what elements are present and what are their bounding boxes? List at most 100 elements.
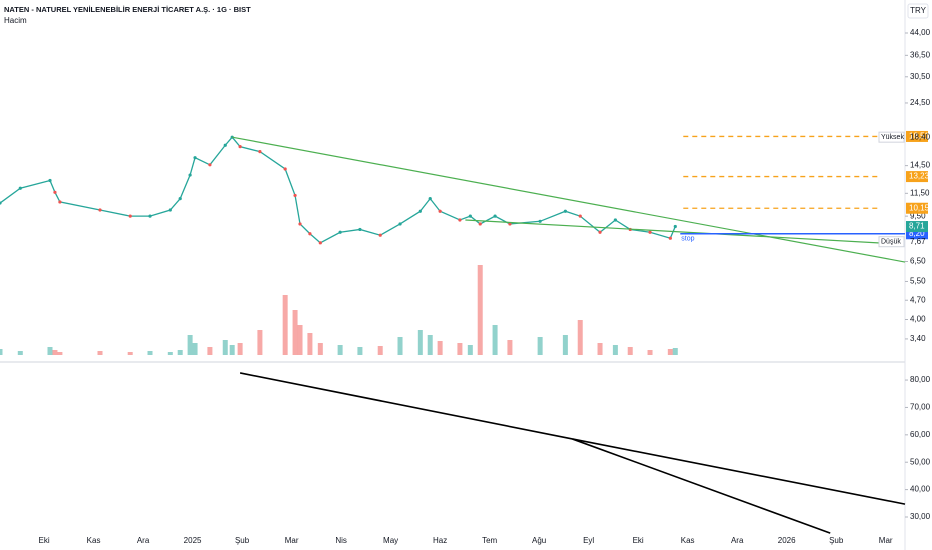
- price-point: [53, 190, 57, 194]
- price-point: [128, 214, 132, 218]
- y-tick-label: 30,00: [910, 512, 931, 521]
- price-point: [358, 227, 362, 232]
- price-badge: [906, 202, 928, 214]
- price-point: [48, 178, 52, 183]
- y-tick-label: 60,00: [910, 430, 931, 439]
- price-point: [208, 163, 212, 167]
- y-tick-label: 36,50: [910, 50, 931, 59]
- x-tick-label: 2026: [778, 536, 796, 545]
- volume-bar: [257, 330, 263, 355]
- indicator-label: Hacim: [4, 16, 27, 25]
- x-tick-label: Nis: [335, 536, 347, 545]
- volume-bar: [437, 341, 443, 355]
- volume-bar: [457, 343, 463, 355]
- price-point: [293, 193, 297, 198]
- volume-bar: [417, 330, 423, 355]
- volume-bar: [627, 347, 633, 355]
- price-point: [18, 186, 22, 190]
- price-point: [438, 209, 442, 213]
- stop-label: stop: [681, 236, 694, 243]
- x-tick-label: Ara: [731, 536, 744, 545]
- volume-bar: [297, 325, 303, 355]
- price-point: [298, 222, 302, 226]
- price-point: [223, 143, 227, 147]
- drawn-line: [572, 438, 831, 534]
- price-point: [578, 214, 582, 218]
- volume-bar: [47, 347, 53, 355]
- price-point: [598, 230, 602, 234]
- volume-bar: [187, 335, 193, 355]
- y-tick-label: 9,50: [910, 211, 926, 220]
- price-point: [168, 208, 172, 212]
- price-point: [673, 224, 677, 229]
- y-tick-label: 6,50: [910, 257, 926, 266]
- price-point: [508, 222, 512, 226]
- x-tick-label: Kas: [681, 536, 695, 545]
- price-point: [418, 209, 422, 213]
- volume-bar: [229, 345, 235, 355]
- price-point: [398, 222, 402, 226]
- x-tick-label: Eyl: [583, 536, 594, 545]
- price-point: [538, 219, 542, 223]
- y-tick-label: 44,00: [910, 28, 931, 37]
- y-tick-label: 24,50: [910, 98, 931, 107]
- price-point: [428, 197, 432, 201]
- volume-bar: [647, 350, 653, 355]
- price-point: [230, 135, 234, 139]
- y-tick-label: 14,50: [910, 161, 931, 170]
- high-label-value: 18,40: [910, 132, 931, 141]
- volume-bar: [237, 343, 243, 355]
- price-point: [238, 145, 242, 149]
- y-tick-label: 11,50: [910, 188, 930, 197]
- x-tick-label: Ağu: [532, 536, 546, 545]
- volume-bar: [17, 351, 23, 355]
- volume-bar: [0, 349, 3, 355]
- price-badge-label: 13,23: [909, 172, 930, 181]
- price-point: [178, 197, 182, 201]
- currency: TRY: [910, 6, 927, 15]
- drawn-line: [572, 438, 906, 505]
- x-tick-label: Ara: [137, 536, 150, 545]
- volume-bar: [222, 340, 228, 355]
- volume-bar: [57, 352, 63, 355]
- volume-bar: [207, 347, 213, 355]
- drawn-line: [239, 372, 573, 440]
- price-point: [648, 230, 652, 234]
- price-point: [458, 218, 462, 222]
- volume-bar: [52, 350, 58, 355]
- volume-bar: [167, 352, 173, 355]
- volume-bar: [292, 310, 298, 355]
- price-badge-label: 8,71: [909, 222, 925, 231]
- volume-bar: [357, 347, 363, 355]
- y-tick-label: 70,00: [910, 403, 931, 412]
- x-tick-label: Mar: [285, 536, 299, 545]
- volume-bar: [667, 349, 673, 355]
- price-point: [193, 156, 197, 160]
- volume-bar: [477, 265, 483, 355]
- x-tick-label: Tem: [482, 536, 497, 545]
- price-point: [148, 214, 152, 218]
- volume-bar: [192, 343, 198, 355]
- volume-bar: [467, 345, 473, 355]
- y-tick-label: 5,50: [910, 277, 926, 286]
- volume-bar: [147, 351, 153, 355]
- volume-bar: [577, 320, 583, 355]
- price-point: [378, 233, 382, 237]
- currency-box[interactable]: [907, 3, 929, 19]
- y-tick-label: 50,00: [910, 457, 931, 466]
- price-point: [188, 173, 192, 177]
- low-label-box: [878, 236, 905, 248]
- x-tick-label: Şub: [235, 536, 250, 545]
- volume-bar: [177, 350, 183, 355]
- price-point: [468, 214, 472, 218]
- low-label-value: 7,67: [910, 237, 926, 246]
- high-label: Yüksek: [881, 134, 904, 141]
- price-badge: [906, 171, 928, 183]
- low-label: Düşük: [881, 239, 901, 246]
- x-tick-label: 2025: [184, 536, 202, 545]
- price-badge: [906, 130, 928, 142]
- volume-bar: [397, 337, 403, 355]
- y-tick-label: 80,00: [910, 375, 931, 384]
